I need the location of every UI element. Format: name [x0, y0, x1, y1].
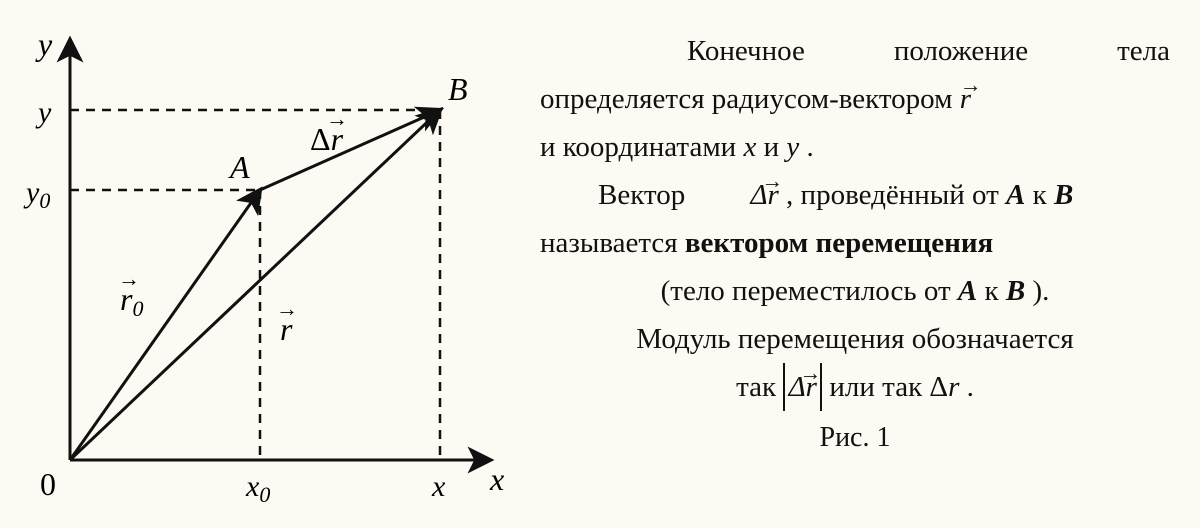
text: Модуль перемещения обозначается	[636, 323, 1073, 355]
para-4: Вектор →Δr , проведённый от A к B	[540, 174, 1170, 216]
figure-caption: Рис. 1	[540, 418, 1170, 459]
para-6: (тело переместилось от A к B ).	[540, 270, 1170, 312]
para-3: и координатами x и y .	[540, 126, 1170, 168]
text: определяется радиусом-вектором	[540, 83, 960, 115]
text: к	[1033, 179, 1054, 211]
word: тела	[1059, 30, 1170, 72]
text: называется	[540, 227, 685, 259]
vector-r0-label: r0 →	[118, 266, 143, 321]
text: к	[985, 275, 1006, 307]
text: Вектор	[598, 179, 692, 211]
svg-text:→: →	[118, 266, 140, 291]
point-B: B	[1054, 179, 1073, 211]
var-x: x	[743, 131, 756, 163]
text: .	[806, 131, 813, 163]
diagram-svg: y x 0 y y0 x0 x A B r0 → r → Δr →	[10, 10, 510, 518]
y0-tick: y0	[23, 176, 50, 213]
origin-label: 0	[40, 466, 56, 502]
x-axis-label: x	[489, 461, 504, 497]
vector-diagram: y x 0 y y0 x0 x A B r0 → r → Δr →	[10, 10, 510, 518]
point-A: A	[958, 275, 977, 307]
abs-dr-symbol: →Δr	[783, 366, 822, 408]
svg-text:→: →	[276, 296, 298, 321]
para-2: определяется радиусом-вектором →r	[540, 78, 1170, 120]
y-tick: y	[35, 96, 52, 129]
vector-r-label: r →	[276, 296, 298, 347]
term: вектором перемещения	[685, 227, 993, 259]
text: или так	[829, 371, 929, 403]
text: и	[764, 131, 787, 163]
vec-dr-symbol: →Δr	[692, 174, 778, 216]
word: Конечное	[629, 30, 805, 72]
delta-r-symbol: Δr	[929, 371, 966, 403]
text: (тело переместилось от	[661, 275, 958, 307]
point-B: B	[1006, 275, 1025, 307]
point-A: A	[1006, 179, 1025, 211]
para-8: так →Δr или так Δr .	[540, 366, 1170, 408]
y-axis-label: y	[35, 26, 53, 62]
var-y: y	[786, 131, 799, 163]
para-1: Конечное положение тела	[540, 30, 1170, 72]
text: , проведённый от	[786, 179, 1006, 211]
svg-text:→: →	[326, 106, 348, 131]
vector-dr	[260, 110, 440, 190]
vec-r-symbol: →r	[960, 78, 971, 120]
text: так	[736, 371, 783, 403]
description-text: Конечное положение тела определяется рад…	[510, 10, 1180, 518]
x0-tick: x0	[245, 470, 270, 507]
word: положение	[836, 30, 1028, 72]
text: .	[967, 371, 974, 403]
point-A-label: A	[228, 149, 250, 185]
vector-r0	[70, 190, 260, 460]
vector-dr-label: Δr →	[310, 106, 348, 157]
para-7: Модуль перемещения обозначается	[540, 318, 1170, 360]
text: и координатами	[540, 131, 743, 163]
x-tick: x	[431, 470, 446, 503]
para-5: называется вектором перемещения	[540, 222, 1170, 264]
point-B-label: B	[448, 71, 468, 107]
text: ).	[1032, 275, 1049, 307]
